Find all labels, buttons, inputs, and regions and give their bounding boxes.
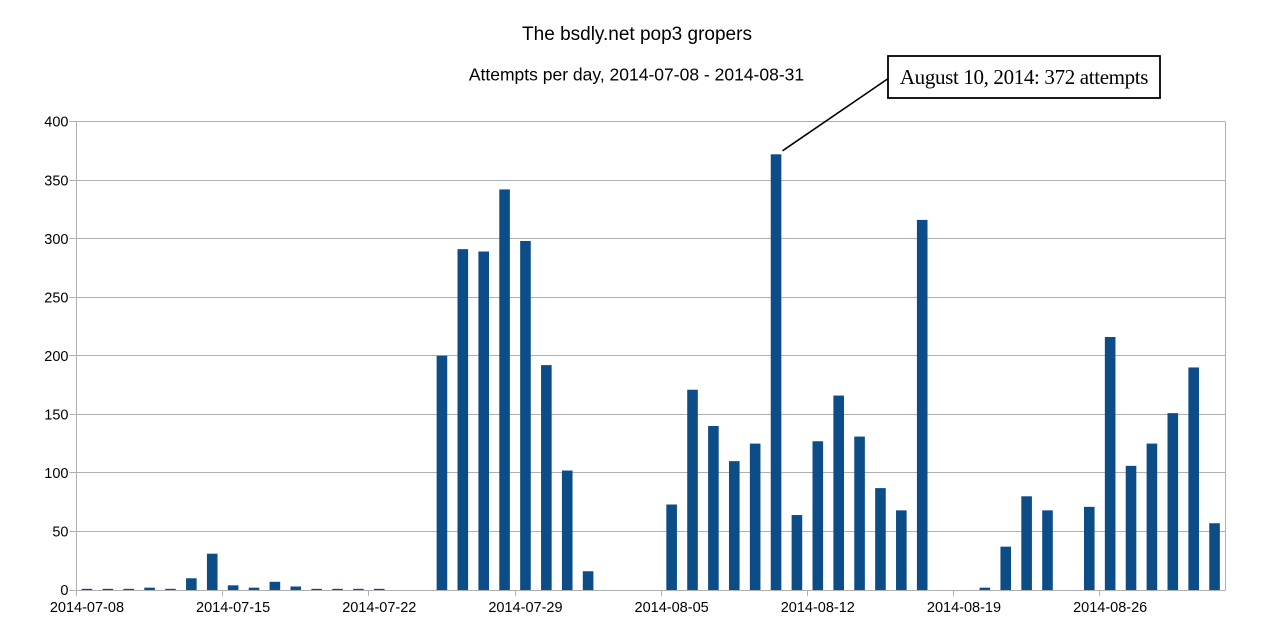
svg-text:2014-08-12: 2014-08-12 xyxy=(781,600,855,616)
svg-text:300: 300 xyxy=(44,232,68,248)
svg-text:400: 400 xyxy=(44,115,68,131)
svg-text:2014-08-19: 2014-08-19 xyxy=(927,600,1001,616)
svg-text:2014-07-15: 2014-07-15 xyxy=(196,600,270,616)
svg-text:350: 350 xyxy=(44,173,68,189)
svg-text:200: 200 xyxy=(44,349,68,365)
svg-text:250: 250 xyxy=(44,290,68,306)
svg-text:150: 150 xyxy=(44,408,68,424)
svg-text:100: 100 xyxy=(44,466,68,482)
svg-text:2014-07-22: 2014-07-22 xyxy=(342,600,416,616)
svg-text:Attempts per day, 2014-07-08 -: Attempts per day, 2014-07-08 - 2014-08-3… xyxy=(469,65,804,85)
svg-text:2014-08-26: 2014-08-26 xyxy=(1073,600,1147,616)
svg-text:0: 0 xyxy=(60,583,68,599)
svg-text:50: 50 xyxy=(52,525,68,541)
svg-text:The bsdly.net pop3 gropers: The bsdly.net pop3 gropers xyxy=(522,24,752,45)
svg-text:August 10, 2014: 372 attempts: August 10, 2014: 372 attempts xyxy=(900,65,1148,89)
svg-text:2014-08-05: 2014-08-05 xyxy=(635,600,709,616)
svg-text:2014-07-29: 2014-07-29 xyxy=(488,600,562,616)
svg-text:2014-07-08: 2014-07-08 xyxy=(50,600,124,616)
